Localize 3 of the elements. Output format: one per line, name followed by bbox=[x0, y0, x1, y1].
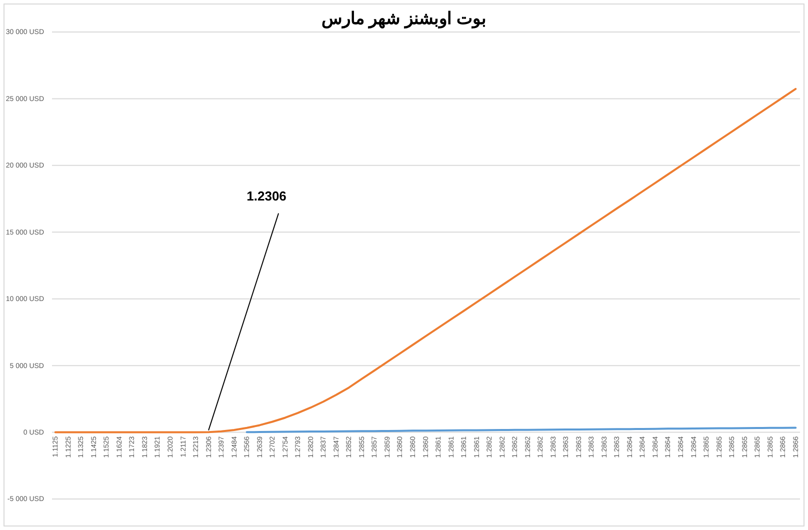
annotation: 1.2306 bbox=[246, 188, 286, 204]
chart-title: بوت اوبشنز شهر مارس bbox=[321, 9, 487, 29]
line-series bbox=[54, 88, 797, 434]
